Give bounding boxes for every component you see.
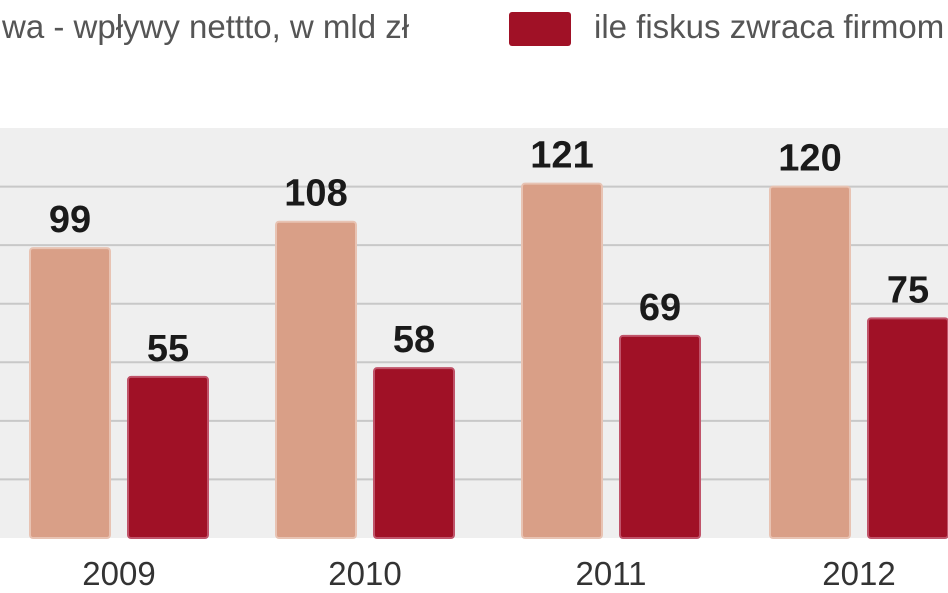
legend-label-series-2: ile fiskus zwraca firmom — [594, 8, 945, 45]
bar-2012-series-2 — [867, 317, 948, 539]
bar-2011-series-2 — [619, 334, 701, 539]
data-label-2011-series-2: 69 — [639, 287, 681, 329]
data-label-2009-series-2: 55 — [147, 328, 189, 370]
bar-2011-series-1 — [521, 182, 603, 539]
x-tick-label-2009: 2009 — [82, 555, 155, 592]
bar-2010-series-2 — [373, 367, 455, 539]
legend-swatch-series-2 — [509, 12, 571, 46]
x-tick-label-2010: 2010 — [328, 555, 401, 592]
x-tick-label-2012: 2012 — [822, 555, 895, 592]
legend-label-series-1: wa - wpływy nettto, w mld zł — [2, 8, 410, 45]
bar-2012-series-1 — [769, 185, 851, 539]
data-label-2010-series-2: 58 — [393, 319, 435, 361]
bar-2010-series-1 — [275, 220, 357, 539]
data-label-2009-series-1: 99 — [49, 199, 91, 241]
bar-2009-series-2 — [127, 375, 209, 539]
data-label-2011-series-1: 121 — [530, 135, 593, 177]
bar-2009-series-1 — [29, 247, 111, 539]
data-label-2012-series-1: 120 — [778, 138, 841, 180]
data-label-2010-series-1: 108 — [284, 173, 347, 215]
x-tick-label-2011: 2011 — [576, 555, 647, 592]
data-label-2012-series-2: 75 — [887, 269, 929, 311]
